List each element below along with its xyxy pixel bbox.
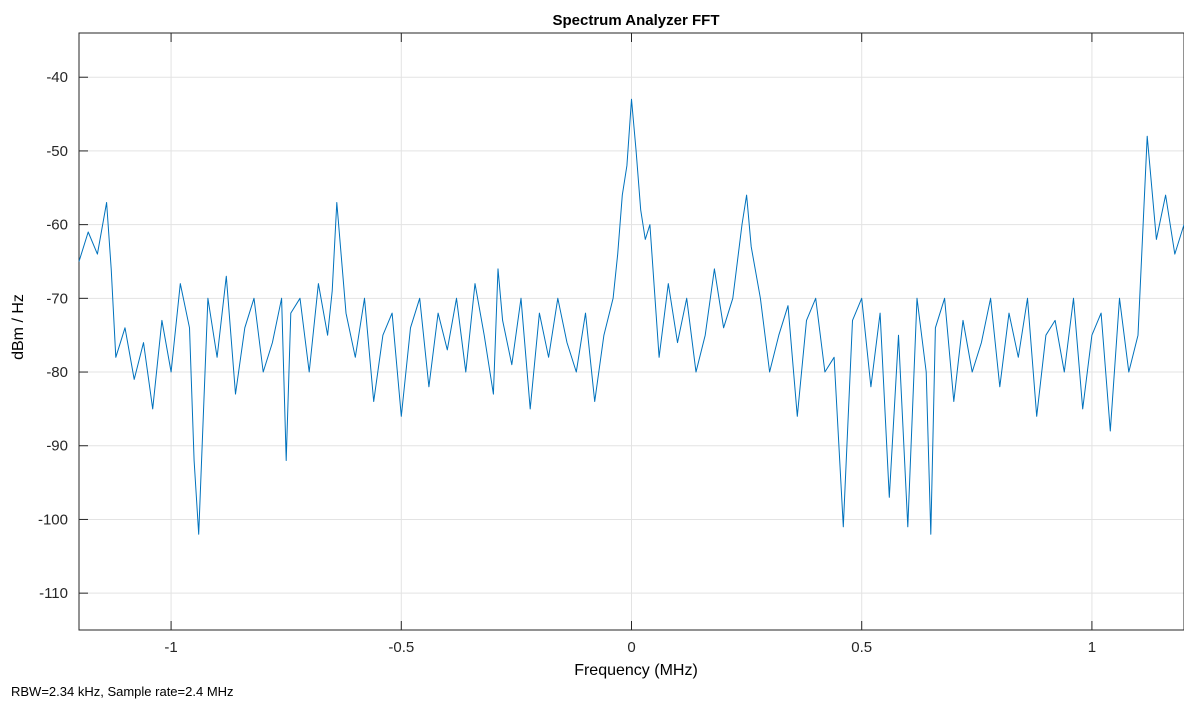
y-tick-label: -40 xyxy=(46,69,68,86)
y-tick-label: -70 xyxy=(46,290,68,307)
axis-ticks xyxy=(79,33,1093,630)
y-tick-label: -100 xyxy=(38,511,68,528)
y-tick-label: -60 xyxy=(46,217,68,234)
y-tick-label: -80 xyxy=(46,364,68,381)
grid-lines xyxy=(79,33,1184,630)
x-tick-label: -1 xyxy=(164,639,177,656)
footnote-rbw: RBW=2.34 kHz, Sample rate=2.4 MHz xyxy=(11,684,234,699)
y-axis-label: dBm / Hz xyxy=(10,294,27,360)
y-tick-label: -50 xyxy=(46,143,68,160)
x-tick-label: -0.5 xyxy=(388,639,414,656)
x-axis-label: Frequency (MHz) xyxy=(574,662,698,679)
x-tick-label: 0 xyxy=(627,639,635,656)
spectrum-line xyxy=(78,98,1184,535)
chart-title: Spectrum Analyzer FFT xyxy=(552,12,720,29)
series-layer xyxy=(78,98,1184,535)
y-tick-label: -90 xyxy=(46,438,68,455)
x-tick-label: 0.5 xyxy=(851,639,872,656)
y-tick-label: -110 xyxy=(39,585,68,602)
x-tick-label: 1 xyxy=(1088,639,1096,656)
tick-labels: -1 -0.5 0 0.5 1 -40 -50 -60 -70 -80 -90 -100 -110 xyxy=(38,69,1096,656)
